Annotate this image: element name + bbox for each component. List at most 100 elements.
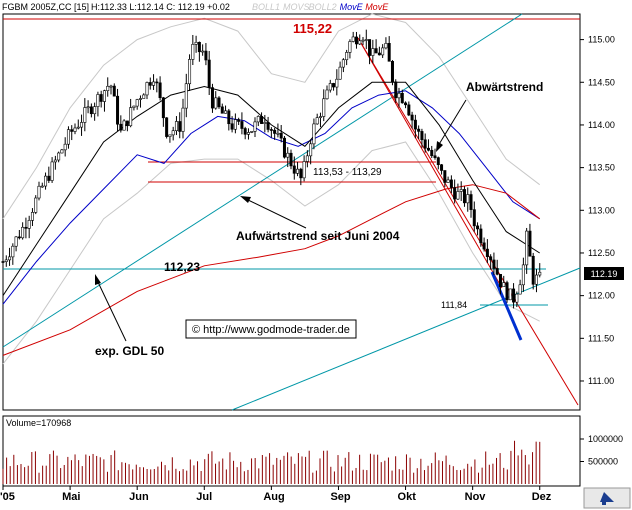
candle-body xyxy=(11,245,15,258)
candle-body xyxy=(246,132,250,135)
x-tick-label: Jul xyxy=(196,491,212,503)
candle-body xyxy=(410,114,414,121)
candle-body xyxy=(332,83,336,88)
plot-area xyxy=(2,13,581,411)
indicator-label: MOVS xyxy=(283,2,310,12)
candle-body xyxy=(70,129,74,132)
candle-body xyxy=(286,152,290,158)
x-tick-label: Nov xyxy=(465,491,487,503)
candle-body xyxy=(197,41,201,53)
candle-body xyxy=(171,130,175,136)
candle-body xyxy=(289,152,293,167)
candle-body xyxy=(210,87,214,109)
candle-body xyxy=(404,102,408,106)
candle-body xyxy=(328,83,332,91)
candle-body xyxy=(407,104,411,116)
candle-body xyxy=(400,92,404,104)
header: FGBM 2005Z,CC [15] H:112.33 L:112.14 C: … xyxy=(2,2,389,12)
low-label: 111,84 xyxy=(441,300,467,310)
candle-body xyxy=(102,90,106,102)
volume-label: Volume=170968 xyxy=(6,418,71,428)
candle-body xyxy=(443,170,447,183)
candle-body xyxy=(413,119,417,130)
indicator-label: BOLL2 xyxy=(309,2,337,12)
candle-body xyxy=(135,99,139,107)
time-axis: '05 Mai Jun Jul Aug Sep Okt Nov Dez xyxy=(0,486,552,503)
candle-body xyxy=(338,66,342,80)
candle-body xyxy=(358,40,362,45)
volume-pane xyxy=(2,415,581,487)
candle-body xyxy=(531,255,535,285)
projection-arrow xyxy=(490,271,523,341)
candle-body xyxy=(34,197,38,213)
candle-body xyxy=(207,59,211,88)
x-tick-label: Jun xyxy=(129,491,149,503)
uptrend-line-upper xyxy=(2,13,523,348)
candle-body xyxy=(263,122,267,124)
candle-body xyxy=(476,225,480,230)
uptrend-line-lower xyxy=(231,267,581,411)
candle-body xyxy=(194,41,198,45)
candle-body xyxy=(315,117,319,125)
candle-body xyxy=(57,152,61,161)
candle-body xyxy=(181,107,185,132)
copyright-text[interactable]: © http://www.godmode-trader.de xyxy=(192,324,350,336)
candle-body xyxy=(138,98,142,100)
candle-body xyxy=(472,209,476,227)
candle-body xyxy=(174,121,178,132)
candle-body xyxy=(433,155,437,158)
candle-body xyxy=(345,52,349,61)
candle-body xyxy=(518,284,522,295)
candle-body xyxy=(152,81,156,86)
y-tick-label: 111.50 xyxy=(588,333,614,343)
candle-body xyxy=(44,175,48,187)
copyright-box xyxy=(185,319,357,339)
resistance-range-label: 113,53 - 113,29 xyxy=(313,167,382,178)
candle-body xyxy=(273,129,277,134)
peak-label: 115,22 xyxy=(293,21,332,36)
candle-body xyxy=(1,261,5,263)
trend-lines xyxy=(2,13,581,411)
candle-body xyxy=(155,81,159,84)
candle-body xyxy=(534,274,538,285)
candle-body xyxy=(466,194,470,204)
candle-body xyxy=(384,43,388,49)
candle-body xyxy=(269,129,273,131)
candle-body xyxy=(430,149,434,157)
candle-body xyxy=(66,129,70,145)
candle-body xyxy=(341,59,345,68)
gdl-pointer xyxy=(96,279,127,342)
candle-body xyxy=(122,120,126,131)
candle-body xyxy=(17,236,21,239)
candle-body xyxy=(505,282,509,301)
uptrend-annotation: Aufwärtstrend seit Juni 2004 xyxy=(236,229,400,243)
candle-body xyxy=(214,97,218,109)
candle-body xyxy=(204,50,208,61)
candle-body xyxy=(37,185,41,199)
indicator-label: BOLL1 xyxy=(252,2,280,12)
candle-body xyxy=(89,106,93,115)
candle-body xyxy=(525,230,529,266)
candle-body xyxy=(381,47,385,56)
candle-body xyxy=(305,155,309,162)
candle-body xyxy=(14,236,18,247)
candle-body xyxy=(495,268,499,275)
x-tick-label: Okt xyxy=(398,491,417,503)
candle-body xyxy=(462,189,466,204)
candle-body xyxy=(63,143,67,151)
candle-body xyxy=(302,161,306,179)
x-tick-label: '05 xyxy=(0,491,15,503)
candle-body xyxy=(227,110,231,125)
candle-body xyxy=(8,256,12,261)
candle-body xyxy=(21,226,25,239)
indicator-legend: BOLL1 MOVS BOLL2 MovE MovE xyxy=(252,2,389,12)
candle-body xyxy=(188,59,192,85)
candle-body xyxy=(489,256,493,261)
candle-body xyxy=(40,185,44,188)
candle-body xyxy=(217,97,221,108)
gdl-pointer-head xyxy=(95,274,101,285)
corner-button[interactable] xyxy=(583,487,631,509)
downtrend-pointer-head xyxy=(436,141,443,152)
candle-body xyxy=(446,179,450,183)
candle-body xyxy=(361,39,365,42)
